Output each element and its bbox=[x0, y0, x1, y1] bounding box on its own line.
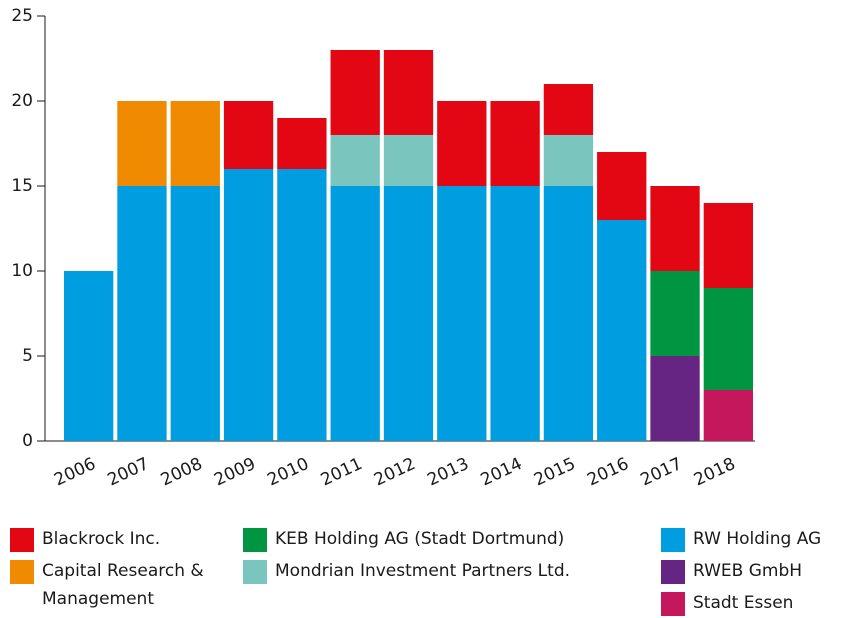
bar-segment bbox=[650, 356, 700, 441]
x-tick-label: 2013 bbox=[424, 454, 472, 490]
bar-segment bbox=[383, 135, 434, 186]
bar-segment bbox=[543, 135, 594, 186]
legend-swatch bbox=[661, 592, 685, 616]
legend-label: RWEB GmbH bbox=[693, 561, 803, 581]
y-tick-label: 25 bbox=[11, 6, 33, 26]
legend-swatch bbox=[10, 560, 34, 584]
x-tick-label: 2015 bbox=[531, 454, 579, 490]
bar-segment bbox=[170, 186, 220, 441]
y-tick-label: 5 bbox=[22, 346, 33, 366]
bar-segment bbox=[650, 271, 700, 356]
bar-segment bbox=[64, 271, 114, 441]
bar-segment bbox=[117, 186, 167, 441]
bar-segment bbox=[330, 135, 380, 186]
legend-swatch bbox=[10, 528, 34, 552]
bar-segment bbox=[703, 390, 753, 441]
bar-segment bbox=[437, 186, 487, 441]
legend-swatch bbox=[661, 560, 685, 584]
bar-segment bbox=[330, 186, 380, 441]
bar-segment bbox=[170, 101, 220, 186]
y-tick-label: 20 bbox=[11, 91, 33, 111]
x-tick-label: 2012 bbox=[371, 454, 419, 490]
bar-segment bbox=[543, 186, 594, 441]
y-tick-label: 10 bbox=[11, 261, 33, 281]
legend-swatch bbox=[661, 528, 685, 552]
bar-segment bbox=[277, 118, 327, 169]
bar-segment bbox=[277, 169, 327, 441]
legend-swatch bbox=[243, 560, 267, 584]
x-tick-label: 2006 bbox=[51, 454, 99, 490]
legend-label: KEB Holding AG (Stadt Dortmund) bbox=[275, 529, 565, 549]
bar-segment bbox=[597, 152, 647, 220]
bar-segment bbox=[437, 101, 487, 186]
bar-segment bbox=[597, 220, 647, 441]
x-tick-label: 2017 bbox=[638, 454, 686, 490]
legend-label: Blackrock Inc. bbox=[42, 529, 161, 549]
bar-segment bbox=[703, 203, 753, 288]
legend-label: Mondrian Investment Partners Ltd. bbox=[275, 561, 571, 581]
x-tick-label: 2010 bbox=[264, 454, 312, 490]
x-tick-label: 2018 bbox=[691, 454, 739, 490]
bar-segment bbox=[383, 186, 434, 441]
bar-segment bbox=[650, 186, 700, 271]
bar-segment bbox=[117, 101, 167, 186]
bar-segment bbox=[490, 186, 540, 441]
bar-segment bbox=[223, 169, 274, 441]
legend-label: RW Holding AG bbox=[693, 529, 822, 549]
legend-swatch bbox=[243, 528, 267, 552]
bar-segment bbox=[330, 50, 380, 135]
bar-segment bbox=[383, 50, 434, 135]
x-tick-label: 2009 bbox=[211, 454, 259, 490]
bar-segment bbox=[543, 84, 594, 135]
legend-label: Stadt Essen bbox=[693, 593, 794, 613]
y-tick-label: 0 bbox=[22, 431, 33, 451]
x-tick-label: 2008 bbox=[158, 454, 206, 490]
x-tick-label: 2014 bbox=[478, 454, 526, 490]
legend-label: Capital Research & Management bbox=[42, 561, 204, 609]
x-tick-label: 2011 bbox=[318, 454, 366, 490]
bar-segment bbox=[490, 101, 540, 186]
x-tick-label: 2016 bbox=[584, 454, 632, 490]
bar-segment bbox=[223, 101, 274, 169]
bar-segment bbox=[703, 288, 753, 390]
y-tick-label: 15 bbox=[11, 176, 33, 196]
x-tick-label: 2007 bbox=[105, 454, 153, 490]
